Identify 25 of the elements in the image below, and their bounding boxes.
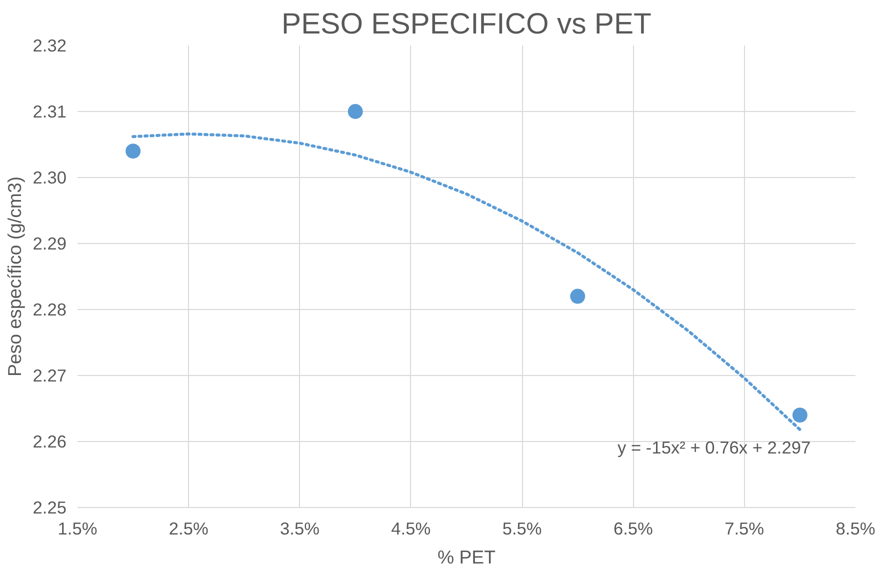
x-tick-label: 6.5% bbox=[613, 518, 653, 538]
y-axis-title: Peso específico (g/cm3) bbox=[4, 176, 25, 377]
y-tick-label: 2.28 bbox=[32, 300, 67, 320]
point bbox=[126, 144, 141, 159]
x-tick-label: 5.5% bbox=[502, 518, 542, 538]
x-tick-label: 1.5% bbox=[58, 518, 98, 538]
y-tick-label: 2.29 bbox=[32, 234, 67, 254]
x-tick-label: 8.5% bbox=[836, 518, 876, 538]
x-tick-label: 2.5% bbox=[168, 518, 208, 538]
x-axis-title: % PET bbox=[437, 546, 496, 568]
y-tick-label: 2.26 bbox=[32, 432, 67, 452]
point bbox=[348, 104, 363, 119]
chart-title: PESO ESPECIFICO vs PET bbox=[282, 8, 652, 40]
y-tick-label: 2.31 bbox=[32, 102, 67, 122]
y-tick-label: 2.27 bbox=[32, 366, 67, 386]
y-tick-label: 2.30 bbox=[32, 168, 67, 188]
annotation: y = -15x² + 0.76x + 2.297 bbox=[618, 438, 811, 458]
x-tick-label: 3.5% bbox=[280, 518, 320, 538]
point bbox=[570, 288, 586, 304]
point bbox=[792, 408, 808, 423]
y-tick-label: 2.32 bbox=[32, 36, 67, 56]
y-tick-label: 2.25 bbox=[32, 498, 67, 518]
x-tick-label: 7.5% bbox=[724, 518, 764, 538]
x-tick-label: 4.5% bbox=[391, 518, 431, 538]
line-series bbox=[132, 132, 802, 432]
